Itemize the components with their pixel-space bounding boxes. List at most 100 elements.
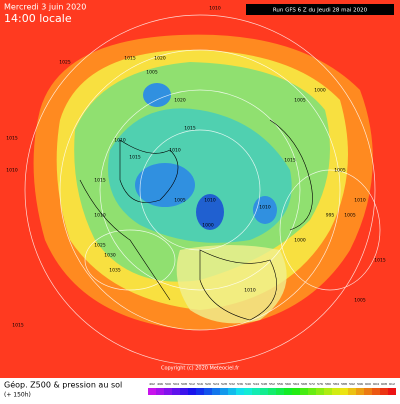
copyright: Copyright (c) 2020 Meteociel.fr xyxy=(161,366,240,372)
pressure-label: 1010 xyxy=(169,148,181,154)
scale-label: 592 xyxy=(349,382,355,386)
pressure-label: 995 xyxy=(326,213,335,219)
scale-label: 508 xyxy=(181,382,187,386)
run-box xyxy=(246,4,394,15)
pressure-label: 1015 xyxy=(374,258,386,264)
pressure-label: 1015 xyxy=(6,136,18,142)
scale-label: 496 xyxy=(157,382,163,386)
scale-label: 500 xyxy=(165,382,171,386)
pressure-label: 1010 xyxy=(244,288,256,294)
scale-swatch xyxy=(164,388,172,395)
pressure-label: 1005 xyxy=(344,213,356,219)
scale-swatch xyxy=(148,388,156,395)
scale-label: 544 xyxy=(253,382,259,386)
scale-swatch xyxy=(340,388,348,395)
pressure-label: 1005 xyxy=(294,98,306,104)
pressure-label: 1015 xyxy=(284,158,296,164)
scale-swatch xyxy=(372,388,380,395)
coastlines xyxy=(79,119,313,321)
scale-label: 580 xyxy=(325,382,331,386)
scale-swatch xyxy=(388,388,396,395)
scale-swatch xyxy=(324,388,332,395)
pressure-labels: 1010 1015 1010 1015 1025 1015 1020 1005 1020 1015… xyxy=(6,6,386,329)
europe-yellow xyxy=(176,245,287,324)
pressure-label: 1010 xyxy=(354,198,366,204)
scale-swatch xyxy=(316,388,324,395)
scale-label: 516 xyxy=(197,382,203,386)
scale-label: 560 xyxy=(285,382,291,386)
scale-swatch xyxy=(356,388,364,395)
scale-label: 596 xyxy=(357,382,363,386)
scale-label: 588 xyxy=(341,382,347,386)
scale-label: 532 xyxy=(229,382,235,386)
scale-swatch xyxy=(260,388,268,395)
low-center xyxy=(196,194,224,230)
pressure-label: 1010 xyxy=(259,205,271,211)
low-center xyxy=(135,163,195,207)
scale-swatch xyxy=(284,388,292,395)
scale-label: 612 xyxy=(389,382,395,386)
color-scale: 492 496 500 504 508 512 516 520 524 528 532 536 540 5… xyxy=(148,382,396,395)
pressure-label: 1015 xyxy=(12,323,24,329)
pressure-label: 1005 xyxy=(146,70,158,76)
scale-label: 504 xyxy=(173,382,179,386)
pressure-label: 1010 xyxy=(209,6,221,12)
scale-swatch xyxy=(236,388,244,395)
scale-label: 576 xyxy=(317,382,323,386)
map xyxy=(0,0,400,378)
pressure-label: 1015 xyxy=(94,178,106,184)
scale-swatch xyxy=(348,388,356,395)
scale-swatch xyxy=(364,388,372,395)
pressure-label: 1005 xyxy=(174,198,186,204)
scale-swatch xyxy=(180,388,188,395)
pressure-label: 1025 xyxy=(94,243,106,249)
pressure-label: 1000 xyxy=(314,88,326,94)
scale-swatch xyxy=(252,388,260,395)
scale-label: 564 xyxy=(293,382,299,386)
run-info: Run GFS 6 Z du Jeudi 28 mai 2020 xyxy=(273,8,368,14)
isobars xyxy=(24,14,381,366)
scale-swatch xyxy=(276,388,284,395)
map-title: Géop. Z500 & pression au sol xyxy=(4,380,122,390)
scale-swatch xyxy=(204,388,212,395)
low-center xyxy=(253,196,277,224)
scale-swatch xyxy=(212,388,220,395)
pressure-label: 1010 xyxy=(94,213,106,219)
cyan-zone xyxy=(108,108,292,243)
scale-swatch xyxy=(188,388,196,395)
pressure-label: 1010 xyxy=(114,138,126,144)
pressure-label: 1005 xyxy=(354,298,366,304)
scale-label: 584 xyxy=(333,382,339,386)
pressure-label: 1010 xyxy=(204,198,216,204)
pressure-label: 1015 xyxy=(124,56,136,62)
scale-swatch xyxy=(292,388,300,395)
scale-label: 556 xyxy=(277,382,283,386)
scale-swatch xyxy=(220,388,228,395)
pressure-label: 1010 xyxy=(6,168,18,174)
scale-label: 492 xyxy=(149,382,155,386)
pressure-label: 1035 xyxy=(109,268,121,274)
scale-label: 548 xyxy=(261,382,267,386)
scale-label: 552 xyxy=(269,382,275,386)
scale-label: 524 xyxy=(213,382,219,386)
scale-label: 568 xyxy=(301,382,307,386)
scale-swatch xyxy=(196,388,204,395)
scale-label: 512 xyxy=(189,382,195,386)
scale-label: 600 xyxy=(365,382,371,386)
low-center xyxy=(143,83,171,107)
pressure-label: 1005 xyxy=(334,168,346,174)
scale-swatch xyxy=(380,388,388,395)
scale-swatch xyxy=(268,388,276,395)
pressure-label: 1000 xyxy=(202,223,214,229)
scale-swatch xyxy=(300,388,308,395)
scale-swatch xyxy=(308,388,316,395)
scale-label: 608 xyxy=(381,382,387,386)
scale-swatch xyxy=(244,388,252,395)
lead-time: (+ 150h) xyxy=(4,392,31,399)
scale-label: 604 xyxy=(373,382,379,386)
scale-label: 536 xyxy=(237,382,243,386)
pressure-label: 1000 xyxy=(294,238,306,244)
local-time: 14:00 locale xyxy=(4,12,72,25)
scale-label: 520 xyxy=(205,382,211,386)
scale-label: 540 xyxy=(245,382,251,386)
